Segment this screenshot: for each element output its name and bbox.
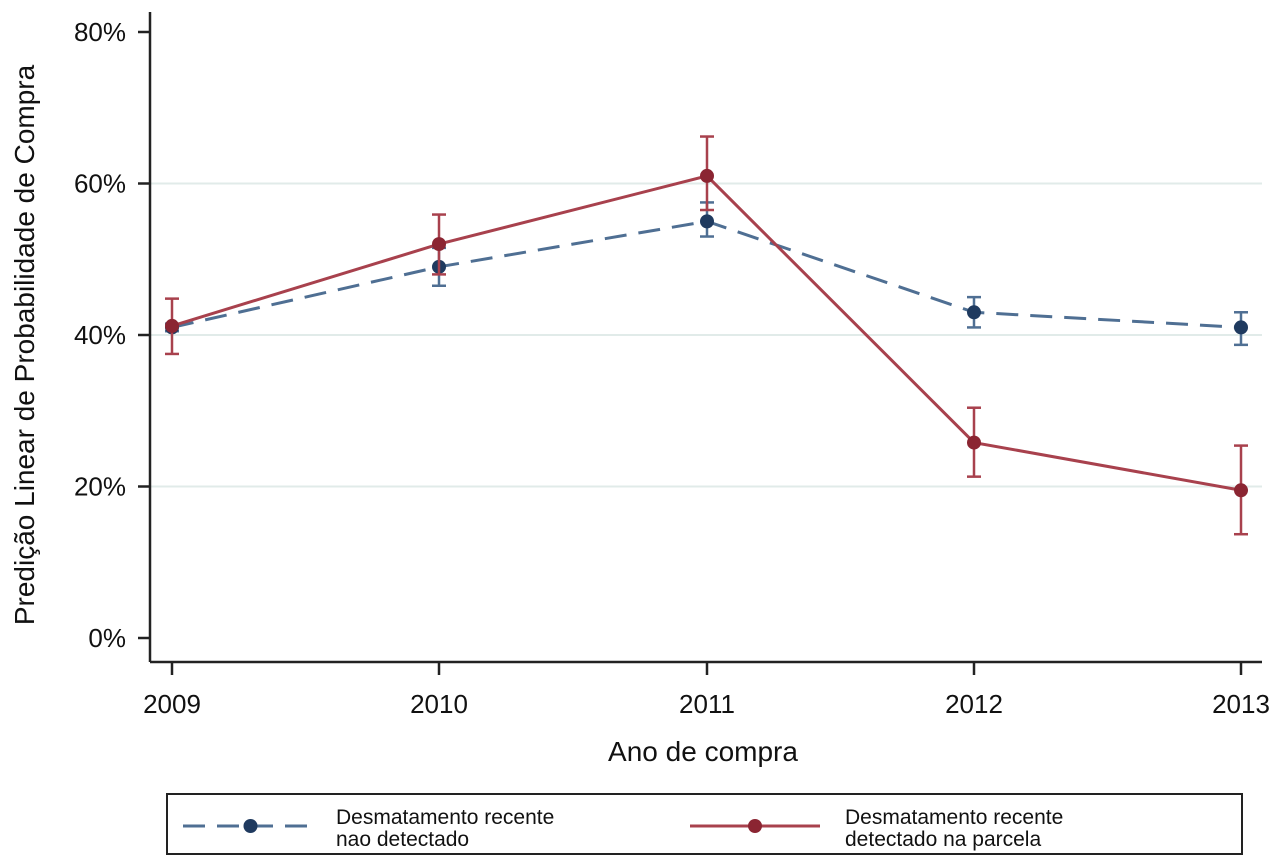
x-tick-label: 2009: [143, 689, 201, 719]
x-tick-label: 2013: [1212, 689, 1269, 719]
data-point: [165, 318, 179, 333]
y-tick-label: 80%: [74, 17, 126, 47]
data-point: [700, 168, 714, 183]
series: [165, 135, 1248, 536]
y-tick-label: 40%: [74, 320, 126, 350]
legend-label: detectado na parcela: [845, 828, 1041, 851]
series-2: [165, 135, 1248, 536]
data-point: [432, 237, 446, 252]
y-ticks: 0% 20% 40% 60% 80%: [74, 17, 150, 653]
legend-swatch-marker: [748, 819, 762, 833]
x-axis-title: Ano de compra: [608, 736, 798, 767]
x-ticks: 2009 2010 2011 2012 2013: [143, 662, 1269, 719]
series-1: [165, 201, 1248, 347]
legend-label: Desmatamento recente: [845, 806, 1063, 829]
data-point: [967, 305, 981, 320]
x-tick-label: 2012: [945, 689, 1003, 719]
legend-box: [166, 793, 1243, 855]
data-point: [1234, 320, 1248, 335]
y-axis-title: Predição Linear de Probabilidade de Comp…: [9, 64, 40, 625]
data-point: [1234, 483, 1248, 498]
y-tick-label: 60%: [74, 169, 126, 199]
legend-label: nao detectado: [336, 828, 469, 851]
y-tick-label: 20%: [74, 472, 126, 502]
legend-label: Desmatamento recente: [336, 806, 554, 829]
x-tick-label: 2011: [679, 689, 735, 719]
x-tick-label: 2010: [410, 689, 468, 719]
y-tick-label: 0%: [88, 623, 126, 653]
data-point: [700, 214, 714, 229]
legend-swatch-marker: [243, 819, 258, 833]
data-point: [967, 435, 981, 450]
axes: [148, 12, 1262, 664]
